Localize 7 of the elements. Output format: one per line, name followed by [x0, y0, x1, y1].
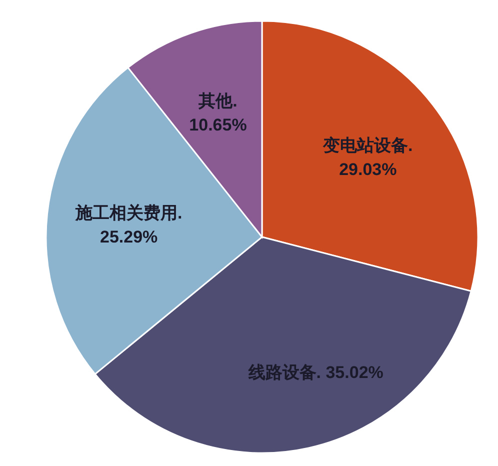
data-label: 10.65% [189, 116, 247, 135]
slice-label: 线路设备. 35.02% [247, 362, 384, 382]
slice-label: 变电站设备. [322, 136, 413, 156]
slice-label: 其他. [198, 92, 238, 111]
data-label: 29.03% [339, 160, 397, 180]
slice-label: 施工相关费用. [74, 204, 182, 223]
data-label: 25.29% [100, 228, 158, 247]
